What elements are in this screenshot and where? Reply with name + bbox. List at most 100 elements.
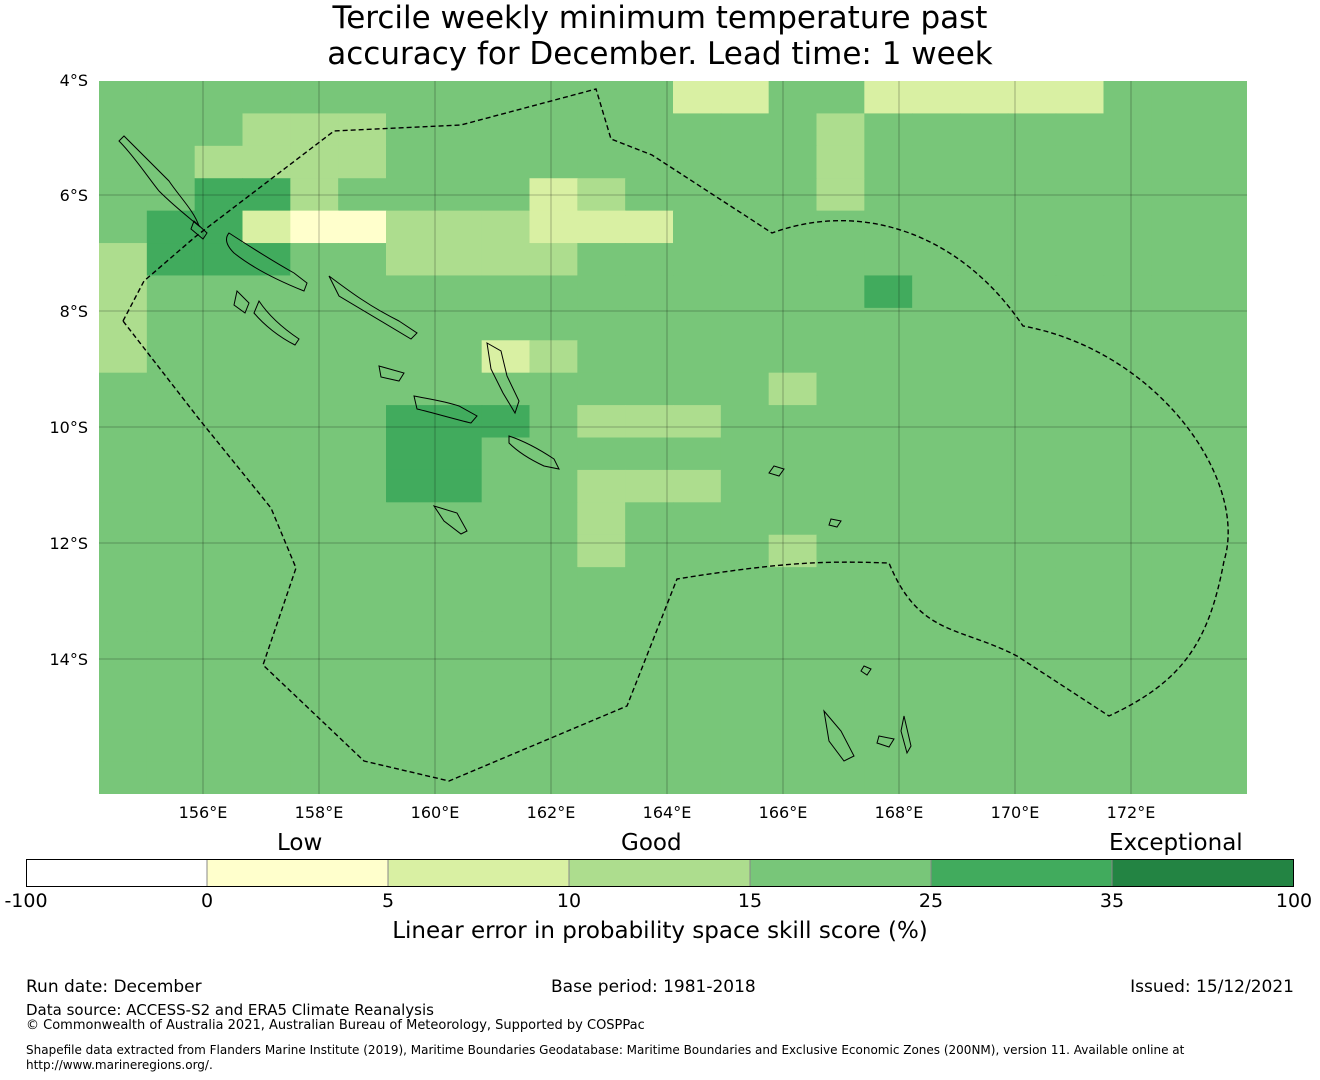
grid-cell: [433, 210, 483, 244]
grid-cell: [386, 275, 435, 309]
grid-cell: [625, 469, 674, 503]
lon-label-160e: 160°E: [410, 803, 460, 822]
grid-cell: [864, 275, 913, 309]
grid-cell: [529, 405, 578, 439]
grid-cell: [1103, 340, 1152, 374]
grid-cell: [99, 243, 148, 277]
grid-cell: [146, 145, 196, 179]
grid-cell: [960, 502, 1009, 536]
grid-cell: [1103, 113, 1152, 147]
grid-cell: [338, 599, 387, 633]
grid-cell: [864, 664, 913, 698]
grid-cell: [625, 210, 674, 244]
grid-cell: [720, 664, 770, 698]
grid-cell: [912, 178, 961, 212]
grid-cell: [768, 534, 818, 568]
grid-cell: [1007, 664, 1057, 698]
grid-cell: [242, 210, 291, 244]
title-line-2: accuracy for December. Lead time: 1 week: [327, 36, 993, 72]
grid-cell: [481, 405, 531, 439]
grid-cell: [1103, 243, 1152, 277]
grid-cell: [816, 664, 865, 698]
grid-cell: [1007, 761, 1057, 794]
grid-cell: [864, 696, 913, 730]
grid-cell: [960, 696, 1009, 730]
grid-cell: [242, 696, 291, 730]
coastlines: [118, 135, 912, 762]
grid-cell: [1103, 307, 1152, 341]
grid-cell: [529, 178, 578, 212]
grid-cell: [481, 307, 531, 341]
grid-cell: [816, 599, 865, 633]
grid-cell: [481, 502, 531, 536]
grid-cell: [960, 113, 1009, 147]
grid-cell: [1055, 534, 1105, 568]
colorbar-segment-0: [26, 859, 207, 887]
grid-cell: [912, 340, 961, 374]
grid-cell: [577, 340, 626, 374]
grid-cell: [960, 437, 1009, 471]
grid-cell: [912, 275, 961, 309]
grid-cell: [673, 340, 722, 374]
grid-cell: [290, 631, 339, 665]
grid-cell: [242, 729, 291, 763]
grid-cell: [625, 243, 674, 277]
grid-cell: [146, 761, 196, 794]
grid-cell: [146, 631, 196, 665]
grid-cell: [912, 372, 961, 406]
grid-cell: [290, 275, 339, 309]
grid-cell: [577, 696, 626, 730]
grid-cell: [673, 631, 722, 665]
grid-cell: [242, 372, 291, 406]
grid-cell: [912, 599, 961, 633]
grid-cell: [768, 437, 818, 471]
grid-cell: [338, 81, 387, 115]
grid-cell: [1103, 696, 1152, 730]
colorbar-segment-1: [207, 859, 388, 887]
grid-cell: [481, 340, 531, 374]
grid-cell: [338, 243, 387, 277]
grid-cell: [529, 664, 578, 698]
grid-cell: [1007, 275, 1057, 309]
grid-cell: [768, 696, 818, 730]
lat-label-14s: 14°S: [49, 650, 88, 669]
grid-cell: [338, 275, 387, 309]
colorbar-segment-4: [750, 859, 931, 887]
grid-cell: [242, 599, 291, 633]
grid-cell: [960, 534, 1009, 568]
grid-cell: [960, 664, 1009, 698]
grid-cell: [290, 469, 339, 503]
grid-cell: [577, 275, 626, 309]
grid-cell: [1007, 729, 1057, 763]
grid-cell: [146, 113, 196, 147]
grid-cell: [529, 275, 578, 309]
grid-cell: [1007, 502, 1057, 536]
grid-cell: [386, 210, 435, 244]
grid-cell: [433, 696, 483, 730]
grid-cell: [99, 113, 148, 147]
grid-cell: [99, 664, 148, 698]
lon-label-172e: 172°E: [1106, 803, 1156, 822]
grid-cell: [816, 275, 865, 309]
grid-cell: [146, 437, 196, 471]
grid-cell: [481, 145, 531, 179]
grid-cell: [529, 437, 578, 471]
grid-cell: [673, 307, 722, 341]
grid-cell: [386, 340, 435, 374]
grid-cell: [1151, 178, 1200, 212]
grid-cell: [816, 696, 865, 730]
grid-cell: [816, 178, 865, 212]
grid-cell: [242, 437, 291, 471]
grid-cell: [864, 502, 913, 536]
grid-cell: [1007, 210, 1057, 244]
grid-cell: [194, 631, 244, 665]
grid-cell: [1151, 729, 1200, 763]
grid-cell: [338, 567, 387, 601]
grid-cell: [720, 631, 770, 665]
grid-cell: [577, 469, 626, 503]
grid-cell: [625, 729, 674, 763]
grid-cell: [386, 307, 435, 341]
grid-cell: [242, 340, 291, 374]
grid-cell: [864, 761, 913, 794]
grid-cell: [433, 567, 483, 601]
